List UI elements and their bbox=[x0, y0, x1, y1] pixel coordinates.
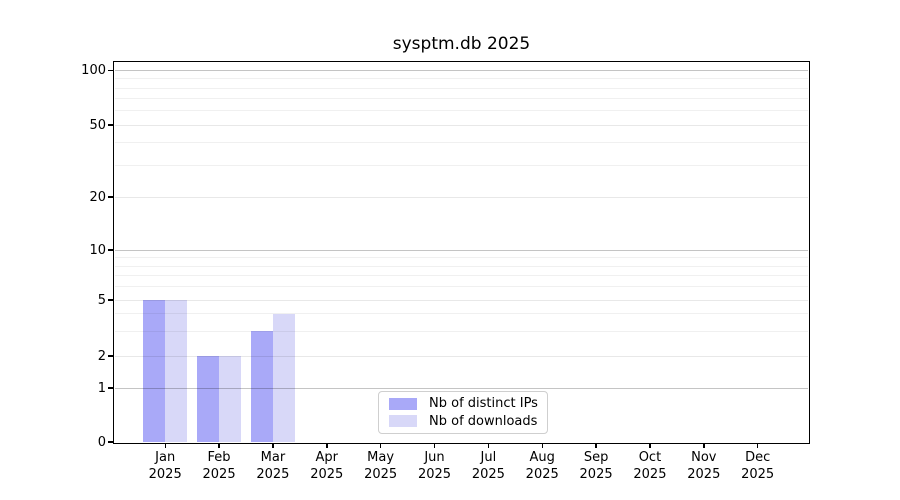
minor-gridline-y-7 bbox=[114, 275, 808, 277]
y-tick-label-0: 0 bbox=[97, 434, 106, 450]
x-tick-label-oct: Oct 2025 bbox=[633, 450, 667, 482]
x-tick-jul bbox=[487, 443, 490, 448]
minor-gridline-y-9 bbox=[114, 257, 808, 259]
x-tick-label-jan: Jan 2025 bbox=[148, 450, 182, 482]
y-tick-label-10: 10 bbox=[89, 242, 106, 258]
bar-mar-downloads bbox=[272, 313, 296, 442]
x-tick-may bbox=[379, 443, 382, 448]
gridline-y-20 bbox=[114, 196, 808, 198]
x-tick-oct bbox=[649, 443, 651, 448]
x-tick-label-mar: Mar 2025 bbox=[256, 450, 290, 482]
minor-gridline-y-90 bbox=[114, 78, 808, 80]
y-tick-label-5: 5 bbox=[97, 292, 106, 308]
legend-item-downloads: Nb of downloads bbox=[389, 414, 547, 429]
x-tick-jun bbox=[433, 443, 436, 448]
minor-gridline-y-3 bbox=[114, 330, 808, 332]
gridline-y-2 bbox=[114, 355, 808, 357]
x-tick-apr bbox=[326, 443, 328, 448]
y-tick-label-1: 1 bbox=[97, 380, 106, 396]
legend-swatch-downloads bbox=[389, 415, 417, 428]
x-tick-nov bbox=[703, 443, 705, 448]
legend-swatch-distinct-ips bbox=[389, 397, 417, 410]
x-tick-jan bbox=[164, 443, 166, 448]
y-tick-label-20: 20 bbox=[89, 189, 106, 205]
x-tick-label-nov: Nov 2025 bbox=[687, 450, 721, 482]
y-tick-10 bbox=[108, 249, 114, 251]
gridline-y-50 bbox=[114, 124, 808, 126]
x-tick-aug bbox=[541, 443, 544, 448]
y-tick-50 bbox=[108, 124, 114, 126]
x-tick-label-may: May 2025 bbox=[364, 450, 398, 482]
minor-gridline-y-70 bbox=[114, 98, 808, 100]
minor-gridline-y-60 bbox=[114, 110, 808, 112]
y-tick-20 bbox=[108, 196, 114, 198]
legend-item-distinct-ips: Nb of distinct IPs bbox=[389, 396, 547, 411]
bar-feb-downloads bbox=[219, 356, 242, 442]
x-tick-label-apr: Apr 2025 bbox=[310, 450, 344, 482]
x-tick-label-jul: Jul 2025 bbox=[471, 450, 505, 482]
y-tick-0 bbox=[108, 441, 114, 443]
bar-jan-downloads bbox=[165, 300, 188, 442]
x-tick-label-dec: Dec 2025 bbox=[741, 450, 775, 482]
legend-label-downloads: Nb of downloads bbox=[429, 413, 538, 429]
minor-gridline-y-80 bbox=[114, 87, 808, 89]
bar-mar-distinct-ips bbox=[250, 331, 273, 442]
y-tick-2 bbox=[108, 355, 114, 357]
x-tick-label-aug: Aug 2025 bbox=[525, 450, 559, 482]
y-tick-label-100: 100 bbox=[81, 63, 106, 78]
x-tick-sep bbox=[595, 443, 597, 448]
x-tick-mar bbox=[272, 443, 274, 448]
bar-feb-distinct-ips bbox=[196, 356, 220, 442]
y-tick-5 bbox=[108, 299, 114, 301]
gridline-y-100 bbox=[114, 70, 808, 72]
bar-jan-distinct-ips bbox=[142, 300, 166, 442]
x-tick-dec bbox=[756, 443, 759, 448]
minor-gridline-y-40 bbox=[114, 142, 808, 144]
minor-gridline-y-8 bbox=[114, 265, 808, 267]
minor-gridline-y-6 bbox=[114, 286, 808, 288]
x-tick-label-sep: Sep 2025 bbox=[579, 450, 613, 482]
chart-title: sysptm.db 2025 bbox=[392, 34, 531, 54]
x-tick-label-feb: Feb 2025 bbox=[202, 450, 236, 482]
legend: Nb of distinct IPs Nb of downloads bbox=[378, 391, 548, 434]
x-tick-label-jun: Jun 2025 bbox=[417, 450, 452, 482]
y-tick-label-50: 50 bbox=[89, 117, 106, 133]
x-tick-feb bbox=[218, 443, 220, 448]
gridline-y-1 bbox=[114, 387, 808, 389]
y-tick-label-2: 2 bbox=[97, 348, 106, 364]
minor-gridline-y-30 bbox=[114, 164, 808, 166]
gridline-y-5 bbox=[114, 299, 808, 301]
legend-label-distinct-ips: Nb of distinct IPs bbox=[429, 396, 538, 412]
minor-gridline-y-4 bbox=[114, 313, 808, 315]
y-tick-1 bbox=[108, 387, 114, 389]
gridline-y-10 bbox=[114, 249, 808, 251]
y-tick-100 bbox=[108, 69, 114, 72]
